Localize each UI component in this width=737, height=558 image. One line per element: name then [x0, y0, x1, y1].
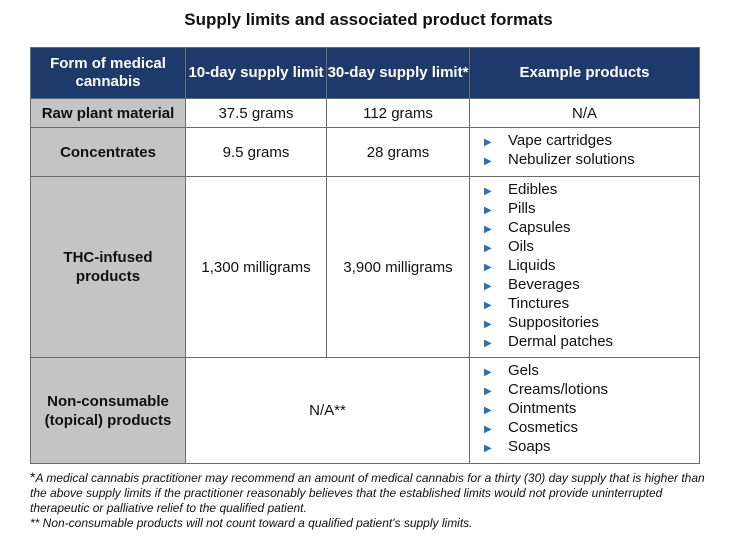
- header-form: Form of medical cannabis: [30, 47, 186, 99]
- product-list-item: ▶ Beverages: [484, 275, 699, 294]
- bullet-arrow-icon: ▶: [484, 205, 492, 216]
- bullet-arrow-icon: ▶: [484, 367, 492, 378]
- product-list-item: ▶ Ointments: [484, 399, 699, 418]
- product-name: Creams/lotions: [508, 381, 609, 398]
- header-row: Form of medical cannabis 10-day supply l…: [30, 47, 700, 99]
- examples-cell: ▶ Edibles ▶ Pills ▶ Capsules ▶ Oils ▶ Liquids ▶ Bev…: [469, 176, 700, 358]
- product-name: Tinctures: [508, 295, 570, 312]
- product-list-item: ▶ Suppositories: [484, 313, 699, 332]
- bullet-arrow-icon: ▶: [484, 300, 492, 311]
- product-list: ▶ Edibles ▶ Pills ▶ Capsules ▶ Oils ▶ Liquids ▶ Bev…: [484, 180, 699, 351]
- bullet-arrow-icon: ▶: [484, 243, 492, 254]
- row-header: THC-infused products: [30, 176, 186, 358]
- table-row: Raw plant material 37.5 grams 112 grams …: [30, 98, 700, 128]
- supply-limits-table: Form of medical cannabis 10-day supply l…: [30, 47, 700, 464]
- bullet-arrow-icon: ▶: [484, 424, 492, 435]
- examples-cell: ▶ Vape cartridges ▶ Nebulizer solutions: [469, 127, 700, 177]
- footnotes: *A medical cannabis practitioner may rec…: [30, 470, 710, 531]
- product-list-item: ▶ Liquids: [484, 256, 699, 275]
- product-list-item: ▶ Dermal patches: [484, 332, 699, 351]
- product-name: Beverages: [508, 276, 580, 293]
- thirty-day-cell: 28 grams: [326, 127, 470, 177]
- page-title: Supply limits and associated product for…: [184, 10, 553, 29]
- product-name: Gels: [508, 362, 539, 379]
- ten-day-cell: 1,300 milligrams: [185, 176, 327, 358]
- bullet-arrow-icon: ▶: [484, 405, 492, 416]
- product-list-item: ▶ Cosmetics: [484, 418, 699, 437]
- thirty-day-cell: 3,900 milligrams: [326, 176, 470, 358]
- bullet-arrow-icon: ▶: [484, 224, 492, 235]
- product-name: Ointments: [508, 400, 577, 417]
- bullet-arrow-icon: ▶: [484, 319, 492, 330]
- ten-day-cell: 37.5 grams: [185, 98, 327, 128]
- product-list-item: ▶ Capsules: [484, 218, 699, 237]
- product-name: Vape cartridges: [508, 132, 612, 149]
- examples-cell: ▶ Gels ▶ Creams/lotions ▶ Ointments ▶ Cosmetics…: [469, 357, 700, 464]
- examples-cell: N/A: [469, 98, 700, 128]
- asterisk-mark: *: [30, 469, 36, 485]
- product-list: ▶ Gels ▶ Creams/lotions ▶ Ointments ▶ Cosmetics…: [484, 361, 699, 456]
- table-row: Concentrates 9.5 grams 28 grams ▶ Vape ca…: [30, 127, 700, 177]
- footnote-2: ** Non-consumable products will not coun…: [30, 516, 473, 530]
- product-list-item: ▶ Gels: [484, 361, 699, 380]
- table-row: Non-consumable (topical) products N/A** …: [30, 357, 700, 464]
- footnote-1-text: A medical cannabis practitioner may reco…: [30, 471, 705, 515]
- table-row: THC-infused products 1,300 milligrams 3,…: [30, 176, 700, 358]
- product-name: Cosmetics: [508, 419, 579, 436]
- bullet-arrow-icon: ▶: [484, 262, 492, 273]
- ten-day-cell: 9.5 grams: [185, 127, 327, 177]
- header-30-day-limit: 30-day supply limit*: [326, 47, 470, 99]
- row-header: Non-consumable (topical) products: [30, 357, 186, 464]
- row-header: Concentrates: [30, 127, 186, 177]
- product-name: Oils: [508, 238, 534, 255]
- bullet-arrow-icon: ▶: [484, 156, 492, 167]
- bullet-arrow-icon: ▶: [484, 338, 492, 349]
- product-list-item: ▶ Tinctures: [484, 294, 699, 313]
- product-list-item: ▶ Edibles: [484, 180, 699, 199]
- product-list-item: ▶ Pills: [484, 199, 699, 218]
- product-name: Suppositories: [508, 314, 599, 331]
- merged-limit-cell: N/A**: [185, 357, 470, 464]
- header-example-products: Example products: [469, 47, 700, 99]
- footnote-1: *A medical cannabis practitioner may rec…: [30, 470, 710, 516]
- product-list-item: ▶ Vape cartridges: [484, 131, 699, 150]
- product-list-item: ▶ Soaps: [484, 437, 699, 456]
- product-list: ▶ Vape cartridges ▶ Nebulizer solutions: [484, 131, 699, 169]
- thirty-day-cell: 112 grams: [326, 98, 470, 128]
- product-name: Soaps: [508, 438, 551, 455]
- product-list-item: ▶ Nebulizer solutions: [484, 150, 699, 169]
- header-10-day-limit: 10-day supply limit: [185, 47, 327, 99]
- product-list-item: ▶ Oils: [484, 237, 699, 256]
- product-name: Liquids: [508, 257, 556, 274]
- product-name: Pills: [508, 200, 536, 217]
- product-name: Edibles: [508, 181, 558, 198]
- row-header: Raw plant material: [30, 98, 186, 128]
- product-list-item: ▶ Creams/lotions: [484, 380, 699, 399]
- bullet-arrow-icon: ▶: [484, 281, 492, 292]
- bullet-arrow-icon: ▶: [484, 186, 492, 197]
- product-name: Capsules: [508, 219, 571, 236]
- bullet-arrow-icon: ▶: [484, 137, 492, 148]
- bullet-arrow-icon: ▶: [484, 386, 492, 397]
- bullet-arrow-icon: ▶: [484, 443, 492, 454]
- product-name: Nebulizer solutions: [508, 151, 635, 168]
- product-name: Dermal patches: [508, 333, 614, 350]
